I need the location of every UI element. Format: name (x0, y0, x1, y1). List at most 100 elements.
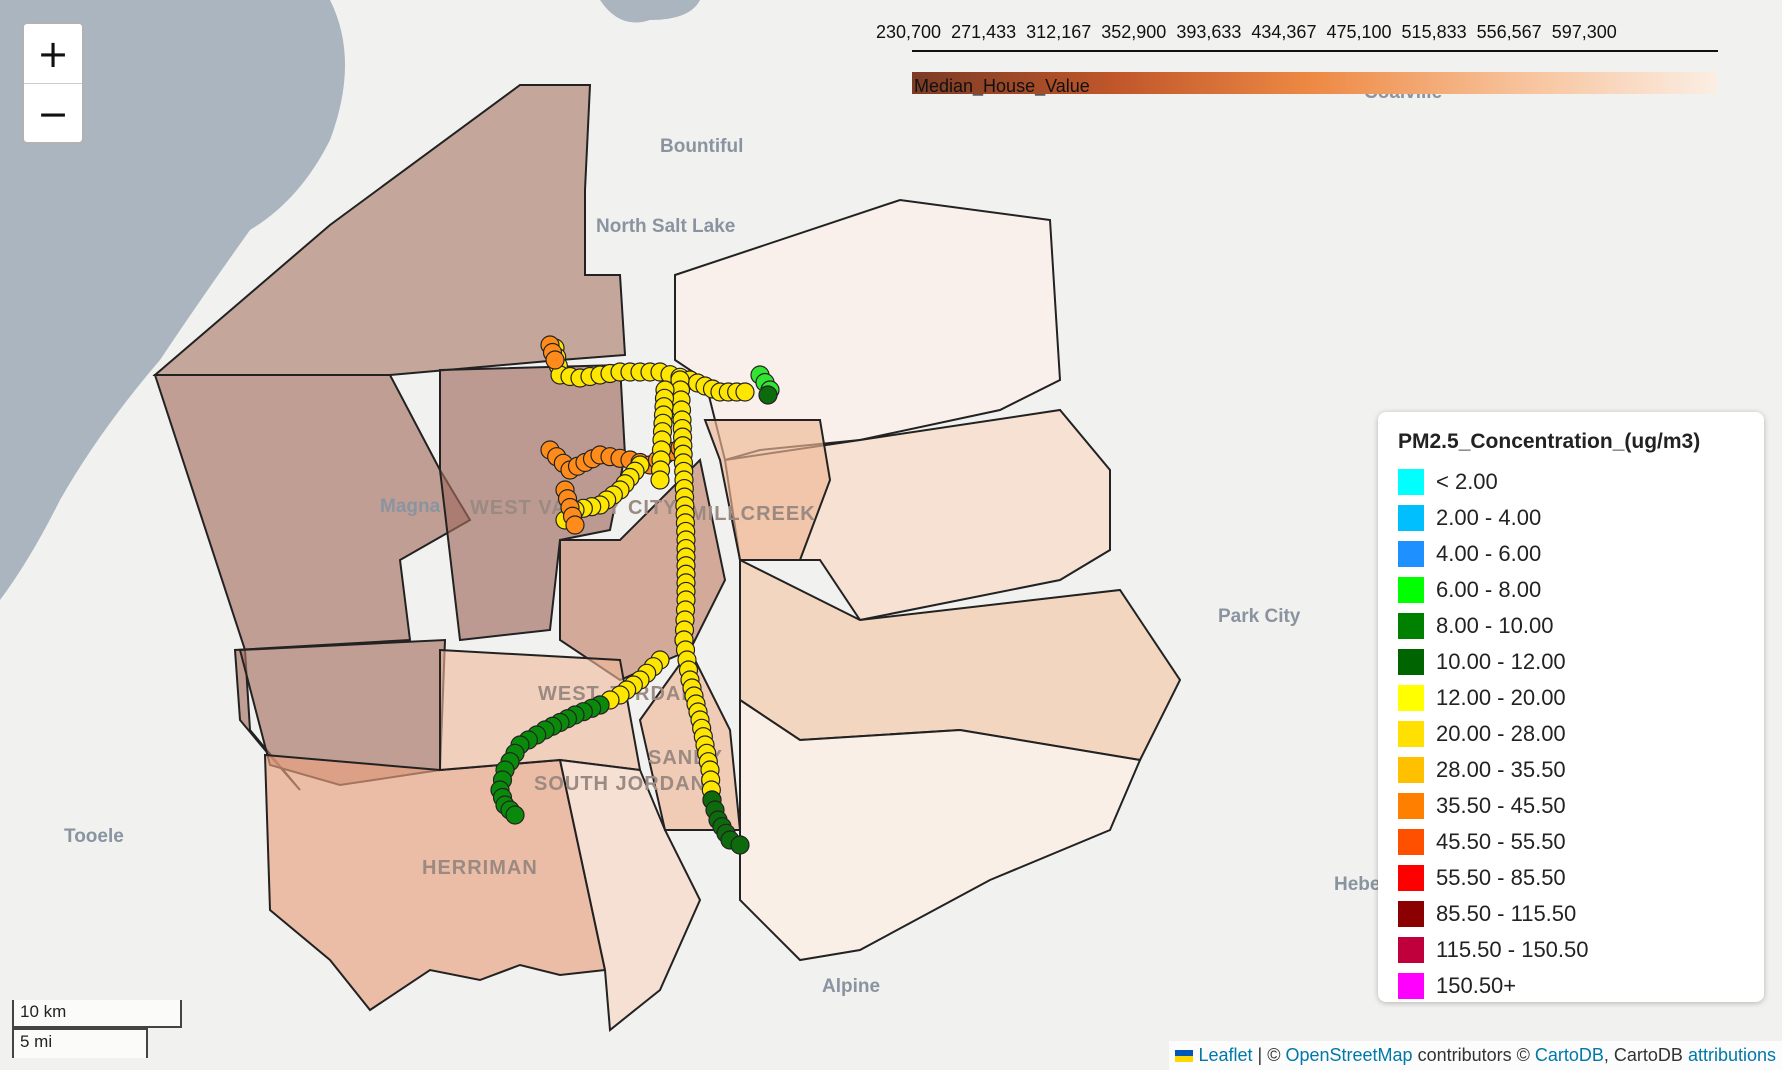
colorbar-title: Median_House_Value (914, 76, 1090, 96)
legend-label: 55.50 - 85.50 (1436, 865, 1566, 890)
scale-km: 10 km (12, 1000, 182, 1028)
pm25-points (490, 335, 780, 855)
legend-item: 28.00 - 35.50 (1398, 752, 1744, 788)
legend-item: 35.50 - 45.50 (1398, 788, 1744, 824)
attribution: Leaflet | © OpenStreetMap contributors ©… (1169, 1041, 1782, 1070)
place-millcreek: MILLCREEK (690, 503, 816, 525)
legend-label: 45.50 - 55.50 (1436, 829, 1566, 854)
legend-label: < 2.00 (1436, 469, 1498, 494)
colorbar-tick: 271,433 (951, 22, 1017, 42)
place-alpine: Alpine (822, 976, 880, 997)
legend-swatch (1398, 865, 1424, 891)
legend-label: 10.00 - 12.00 (1436, 649, 1566, 674)
legend-swatch (1398, 721, 1424, 747)
legend-item: < 2.00 (1398, 464, 1744, 500)
legend-label: 8.00 - 10.00 (1436, 613, 1554, 638)
attributions-link[interactable]: attributions (1687, 1045, 1776, 1065)
legend-swatch (1398, 937, 1424, 963)
place-south-jordan: SOUTH JORDAN (534, 773, 706, 795)
great-salt-lake (0, 0, 345, 600)
legend-label: 85.50 - 115.50 (1436, 901, 1577, 926)
region-southeast (739, 698, 1142, 962)
attribution-sep: | © (1252, 1045, 1286, 1065)
leaflet-link[interactable]: Leaflet (1198, 1045, 1253, 1065)
pm25-point[interactable] (730, 835, 750, 855)
legend-swatch (1398, 829, 1424, 855)
pm25-point[interactable] (735, 382, 755, 402)
pm25-point[interactable] (545, 350, 565, 370)
legend-swatch (1398, 577, 1424, 603)
legend-item: 12.00 - 20.00 (1398, 680, 1744, 716)
colorbar-tick: 515,833 (1401, 22, 1467, 42)
utah-lake (600, 0, 700, 23)
colorbar-tick: 475,100 (1326, 22, 1392, 42)
legend-swatch (1398, 793, 1424, 819)
legend-items: < 2.00 2.00 - 4.00 4.00 - 6.00 6.00 - 8.00 8… (1398, 464, 1744, 1004)
attribution-mid2: , CartoDB (1603, 1045, 1688, 1065)
place-herriman: HERRIMAN (422, 857, 538, 879)
legend-item: 150.50+ (1398, 968, 1744, 1004)
place-magna: Magna (380, 496, 441, 517)
colorbar-tick: 312,167 (1026, 22, 1092, 42)
pm25-legend: PM2.5_Concentration_(ug/m3) < 2.00 2.00 -… (1378, 412, 1764, 1002)
legend-item: 4.00 - 6.00 (1398, 536, 1744, 572)
region-south (558, 758, 702, 1032)
colorbar-axis-line (912, 50, 1718, 52)
zoom-control: + − (22, 22, 84, 144)
colorbar-tick: 556,567 (1476, 22, 1542, 42)
place-tooele: Tooele (64, 826, 124, 847)
legend-swatch (1398, 901, 1424, 927)
legend-swatch (1398, 973, 1424, 999)
colorbar-tick: 434,367 (1251, 22, 1317, 42)
median-house-value-colorbar: 230,700 271,433 312,167 352,900 393,633 434,3… (876, 22, 1718, 96)
legend-item: 85.50 - 115.50 (1398, 896, 1744, 932)
colorbar-tick: 352,900 (1101, 22, 1167, 42)
legend-label: 150.50+ (1436, 973, 1517, 998)
colorbar-tick: 230,700 (876, 22, 942, 42)
legend-label: 4.00 - 6.00 (1436, 541, 1542, 566)
cartodb-link[interactable]: CartoDB (1534, 1045, 1604, 1065)
place-heber: Heber (1334, 874, 1388, 895)
place-bountiful: Bountiful (660, 136, 743, 157)
legend-label: 6.00 - 8.00 (1436, 577, 1542, 602)
legend-swatch (1398, 685, 1424, 711)
legend-item: 6.00 - 8.00 (1398, 572, 1744, 608)
pm25-point[interactable] (565, 515, 585, 535)
region-millcreek (703, 419, 832, 561)
pm25-point[interactable] (505, 805, 525, 825)
zoom-in-button[interactable]: + (24, 24, 82, 84)
legend-label: 28.00 - 35.50 (1436, 757, 1566, 782)
legend-label: 20.00 - 28.00 (1436, 721, 1566, 746)
legend-swatch (1398, 541, 1424, 567)
colorbar-tick: 597,300 (1551, 22, 1617, 42)
legend-swatch (1398, 613, 1424, 639)
place-park-city: Park City (1218, 606, 1301, 627)
zoom-out-button[interactable]: − (37, 91, 69, 136)
pm25-point[interactable] (758, 385, 778, 405)
legend-swatch (1398, 505, 1424, 531)
legend-label: 2.00 - 4.00 (1436, 505, 1542, 530)
legend-item: 8.00 - 10.00 (1398, 608, 1744, 644)
colorbar-gradient (912, 72, 1718, 94)
legend-label: 115.50 - 150.50 (1436, 937, 1589, 962)
colorbar-tick: 393,633 (1176, 22, 1242, 42)
legend-swatch (1398, 469, 1424, 495)
pm25-point[interactable] (650, 470, 670, 490)
legend-item: 10.00 - 12.00 (1398, 644, 1744, 680)
region-northwest (152, 84, 627, 376)
legend-swatch (1398, 757, 1424, 783)
scale-mi: 5 mi (12, 1028, 148, 1058)
legend-label: 35.50 - 45.50 (1436, 793, 1566, 818)
legend-label: 12.00 - 20.00 (1436, 685, 1566, 710)
osm-link[interactable]: OpenStreetMap (1285, 1045, 1413, 1065)
scale-bar: 10 km 5 mi (12, 1000, 182, 1058)
colorbar-ticks: 230,700 271,433 312,167 352,900 393,633 434,3… (876, 22, 1716, 43)
legend-item: 2.00 - 4.00 (1398, 500, 1744, 536)
attribution-mid: contributors © (1412, 1045, 1535, 1065)
legend-item: 55.50 - 85.50 (1398, 860, 1744, 896)
legend-item: 20.00 - 28.00 (1398, 716, 1744, 752)
legend-item: 45.50 - 55.50 (1398, 824, 1744, 860)
place-north-salt-lake: North Salt Lake (596, 216, 735, 237)
region-south-jordan (439, 648, 642, 772)
